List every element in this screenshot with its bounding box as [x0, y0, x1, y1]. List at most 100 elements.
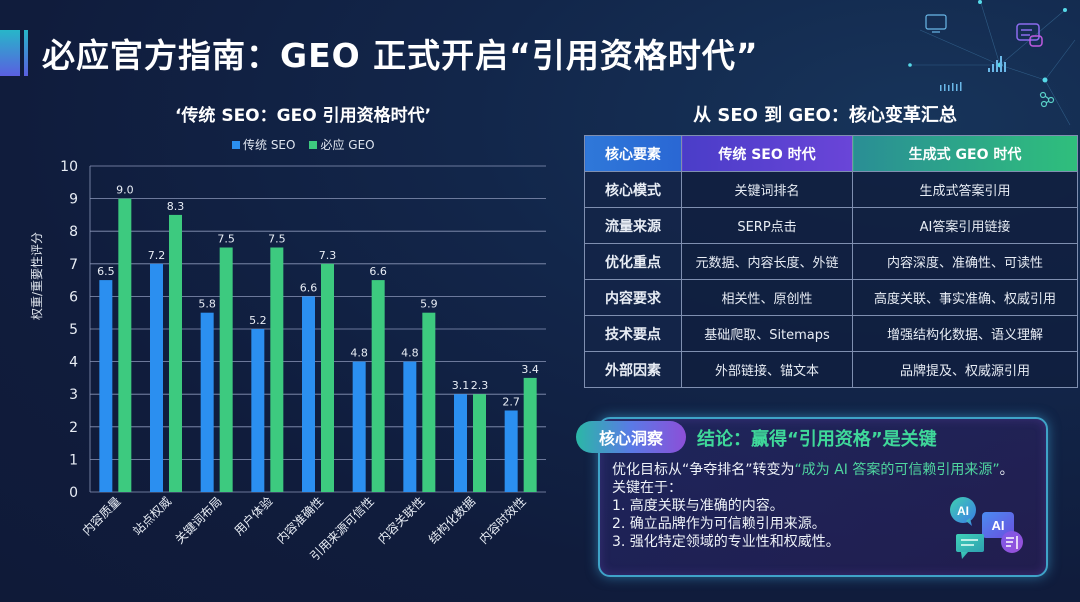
document-icon: [1001, 531, 1023, 553]
title-accent-icon: [0, 30, 20, 76]
y-tick-label: 10: [60, 159, 78, 175]
svg-text:AI: AI: [992, 518, 1005, 533]
legend-item-seo: 传统 SEO: [232, 136, 295, 153]
network-decoration: [908, 0, 1076, 126]
row-seo: SERP点击: [681, 207, 853, 244]
x-tick-label: 站点权威: [130, 494, 174, 538]
x-tick-label: 结构化数据: [425, 494, 478, 547]
header-seo-era: 传统 SEO 时代: [681, 135, 853, 172]
y-tick-label: 7: [69, 257, 78, 273]
table-row: 优化重点 元数据、内容长度、外链 内容深度、准确性、可读性: [584, 243, 1078, 280]
bar-value-label: 6.6: [300, 281, 318, 294]
bar: [99, 280, 113, 492]
row-seo: 外部链接、锚文本: [681, 351, 853, 388]
bar-value-label: 7.5: [217, 233, 235, 246]
bar-value-label: 6.6: [369, 265, 387, 278]
insight-point: 2. 确立品牌作为可信赖引用来源。: [612, 516, 826, 532]
row-seo: 相关性、原创性: [681, 279, 853, 316]
page-title: 必应官方指南：GEO 正式开启“引用资格时代”: [42, 36, 759, 75]
svg-text:AI: AI: [957, 504, 969, 518]
y-tick-label: 9: [69, 192, 78, 208]
y-tick-label: 8: [69, 224, 78, 240]
bar-value-label: 2.3: [471, 379, 489, 392]
legend-swatch-seo: [232, 140, 240, 149]
bar: [422, 312, 436, 492]
table-title: 从 SEO 到 GEO：核心变革汇总: [693, 105, 957, 126]
bar: [169, 214, 182, 492]
legend-label-geo: 必应 GEO: [320, 138, 375, 152]
insight-intro-text: 优化目标从“争夺排名”转变为: [612, 462, 795, 478]
bar: [118, 198, 132, 492]
bar: [473, 394, 486, 492]
insight-intro: 优化目标从“争夺排名”转变为“成为 AI 答案的可信赖引用来源”。关键在于：: [612, 461, 1022, 497]
y-tick-label: 1: [69, 452, 78, 468]
row-key: 外部因素: [584, 351, 682, 388]
bar-value-label: 3.1: [452, 379, 470, 392]
bar: [523, 377, 537, 492]
bar-value-label: 5.2: [249, 314, 267, 327]
bar: [352, 361, 366, 492]
insight-highlight: “成为 AI 答案的可信赖引用来源”: [794, 462, 1000, 478]
message-icon: [956, 534, 984, 559]
bar: [219, 247, 233, 492]
bar-value-label: 5.9: [420, 298, 438, 311]
bar-value-label: 8.3: [167, 200, 185, 213]
row-geo: 品牌提及、权威源引用: [852, 351, 1078, 388]
x-tick-label: 内容时效性: [476, 494, 529, 547]
x-tick-label: 关键词布局: [172, 494, 224, 546]
bar-value-label: 6.5: [97, 265, 115, 278]
y-tick-label: 5: [69, 322, 78, 338]
row-geo: 内容深度、准确性、可读性: [852, 243, 1078, 280]
y-tick-label: 0: [69, 485, 78, 501]
y-tick-label: 4: [69, 355, 78, 371]
ai-bubble-icon: AI: [982, 512, 1014, 538]
y-tick-label: 2: [69, 420, 78, 436]
comparison-table: 核心要素 传统 SEO 时代 生成式 GEO 时代 核心模式 关键词排名 生成式…: [584, 135, 1078, 388]
row-geo: 生成式答案引用: [852, 171, 1078, 208]
legend-item-geo: 必应 GEO: [309, 136, 375, 153]
bar-value-label: 5.8: [198, 298, 216, 311]
bar: [454, 394, 467, 492]
bar-chart-icon: [940, 56, 1006, 91]
bar: [371, 280, 385, 492]
table-row: 内容要求 相关性、原创性 高度关联、事实准确、权威引用: [584, 279, 1078, 316]
bar-value-label: 4.8: [401, 347, 419, 360]
x-tick-label: 内容准确性: [273, 494, 326, 547]
bar-value-label: 2.7: [502, 396, 520, 409]
legend-swatch-geo: [309, 140, 318, 149]
bar-chart: 0 1 2 3 4 5 6 7 8 9 10 6.5 9.0 内容质量 7.2 8.3 站点权威 5.8 7.5 关键…: [60, 159, 546, 564]
x-tick-label: 用户体验: [231, 494, 276, 539]
header-geo-era: 生成式 GEO 时代: [852, 135, 1078, 172]
insight-point: 1. 高度关联与准确的内容。: [612, 498, 784, 514]
chart-title: ‘传统 SEO：GEO 引用资格时代’: [174, 106, 432, 126]
insight-point: 3. 强化特定领域的专业性和权威性。: [612, 534, 840, 550]
row-seo: 基础爬取、Sitemaps: [681, 315, 853, 352]
bar: [403, 361, 417, 492]
bar: [251, 329, 265, 492]
row-geo: 增强结构化数据、语义理解: [852, 315, 1078, 352]
bar: [302, 296, 315, 492]
bar: [270, 247, 284, 492]
insight-badge: 核心洞察: [576, 421, 686, 453]
table-header-row: 核心要素 传统 SEO 时代 生成式 GEO 时代: [584, 135, 1078, 172]
bar-value-label: 7.2: [148, 249, 166, 262]
x-tick-label: 内容关联性: [374, 494, 427, 547]
chat-icon: [1016, 23, 1043, 47]
row-geo: 高度关联、事实准确、权威引用: [852, 279, 1078, 316]
insight-title: 结论：赢得“引用资格”是关键: [697, 429, 937, 450]
bar-value-label: 7.3: [319, 249, 337, 262]
bar: [504, 410, 518, 492]
row-key: 技术要点: [584, 315, 682, 352]
title-bar: 必应官方指南：GEO 正式开启“引用资格时代”: [0, 30, 759, 76]
bar-value-label: 7.5: [268, 233, 286, 246]
chart-legend: 传统 SEO 必应 GEO: [232, 136, 375, 153]
bar: [150, 263, 163, 492]
bar-value-label: 4.8: [350, 347, 368, 360]
insight-body: 优化目标从“争夺排名”转变为“成为 AI 答案的可信赖引用来源”。关键在于： 1…: [612, 461, 1022, 551]
bar: [321, 263, 334, 492]
ai-illustration: AI AI: [950, 497, 1023, 559]
header-core-element: 核心要素: [584, 135, 682, 172]
monitor-icon: [925, 14, 947, 33]
row-key: 内容要求: [584, 279, 682, 316]
row-geo: AI答案引用链接: [852, 207, 1078, 244]
